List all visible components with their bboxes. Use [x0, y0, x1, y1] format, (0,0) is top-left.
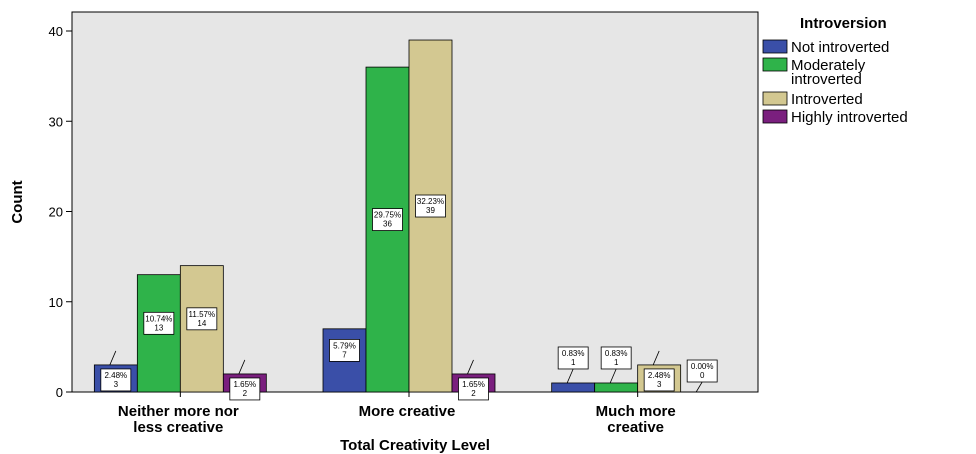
data-label-box	[415, 194, 446, 218]
data-label-leader	[695, 381, 703, 393]
y-axis: 0 10 20 30 40	[49, 24, 72, 400]
legend-swatch	[762, 91, 788, 106]
x-axis-title: Total Creativity Level	[340, 437, 490, 454]
data-label-count: 1	[614, 358, 619, 367]
data-label-percent: 0.83%	[605, 349, 628, 358]
y-tick-label: 40	[49, 24, 63, 39]
data-label-count: 3	[114, 380, 119, 389]
data-label-box	[229, 377, 261, 401]
legend-swatch	[762, 57, 788, 72]
data-label-box	[458, 377, 489, 401]
legend: Introversion Not introvertedModeratelyin…	[762, 15, 908, 126]
data-label-box	[143, 311, 175, 335]
data-label-leader	[652, 350, 660, 366]
bar	[551, 382, 596, 393]
data-label-box	[600, 346, 632, 370]
legend-label: Not introverted	[791, 39, 889, 56]
data-label-percent: 10.74%	[145, 314, 172, 323]
data-label-percent: 32.23%	[417, 197, 444, 206]
data-label-percent: 1.65%	[233, 380, 256, 389]
legend-label: Introverted	[791, 91, 863, 108]
x-category-label: less creative	[133, 419, 223, 436]
x-category-label: More creative	[359, 403, 456, 420]
data-label-count: 7	[342, 350, 347, 359]
data-label-percent: 5.79%	[333, 341, 356, 350]
x-category-label: creative	[607, 419, 664, 436]
data-label-box	[643, 368, 675, 392]
data-labels: 2.48%310.74%1311.57%141.65%25.79%729.75%…	[100, 194, 718, 401]
data-label-percent: 0.83%	[562, 349, 585, 358]
data-label-percent: 2.48%	[104, 371, 127, 380]
data-label-box	[372, 208, 403, 231]
data-label-count: 13	[154, 323, 163, 332]
legend-swatch	[762, 109, 788, 124]
data-label-count: 36	[383, 220, 392, 229]
data-label-leader	[566, 368, 574, 384]
data-label-percent: 1.65%	[462, 380, 485, 389]
x-category-label: Neither more nor	[118, 403, 239, 420]
y-tick-label: 10	[49, 295, 63, 310]
data-label-percent: 0.00%	[691, 362, 714, 371]
data-label-count: 2	[471, 389, 476, 398]
data-label-leader	[238, 359, 246, 375]
y-tick-label: 20	[49, 205, 63, 220]
data-label-percent: 2.48%	[648, 371, 671, 380]
y-axis-title: Count	[9, 180, 26, 223]
y-tick-label: 0	[56, 385, 63, 400]
data-label-count: 0	[700, 371, 705, 380]
legend-label: introverted	[791, 71, 862, 88]
x-category-label: Much more	[596, 403, 676, 420]
bar	[594, 382, 639, 393]
legend-label: Moderately	[791, 57, 866, 74]
data-label-count: 14	[197, 319, 206, 328]
data-label-box	[686, 359, 718, 383]
data-label-count: 39	[426, 206, 435, 215]
data-label-count: 2	[243, 389, 248, 398]
legend-label: Highly introverted	[791, 109, 908, 126]
data-label-leader	[609, 368, 617, 384]
data-label-box	[329, 339, 360, 362]
data-label-box	[557, 346, 589, 370]
data-label-box	[100, 368, 132, 392]
data-label-percent: 29.75%	[374, 211, 401, 220]
data-label-count: 1	[571, 358, 576, 367]
legend-title: Introversion	[800, 15, 887, 32]
data-label-count: 3	[657, 380, 662, 389]
legend-swatch	[762, 39, 788, 54]
data-label-box	[186, 307, 218, 331]
data-label-percent: 11.57%	[189, 310, 216, 319]
y-tick-label: 30	[49, 114, 63, 129]
data-label-leader	[467, 359, 474, 375]
data-label-leader	[109, 350, 117, 366]
